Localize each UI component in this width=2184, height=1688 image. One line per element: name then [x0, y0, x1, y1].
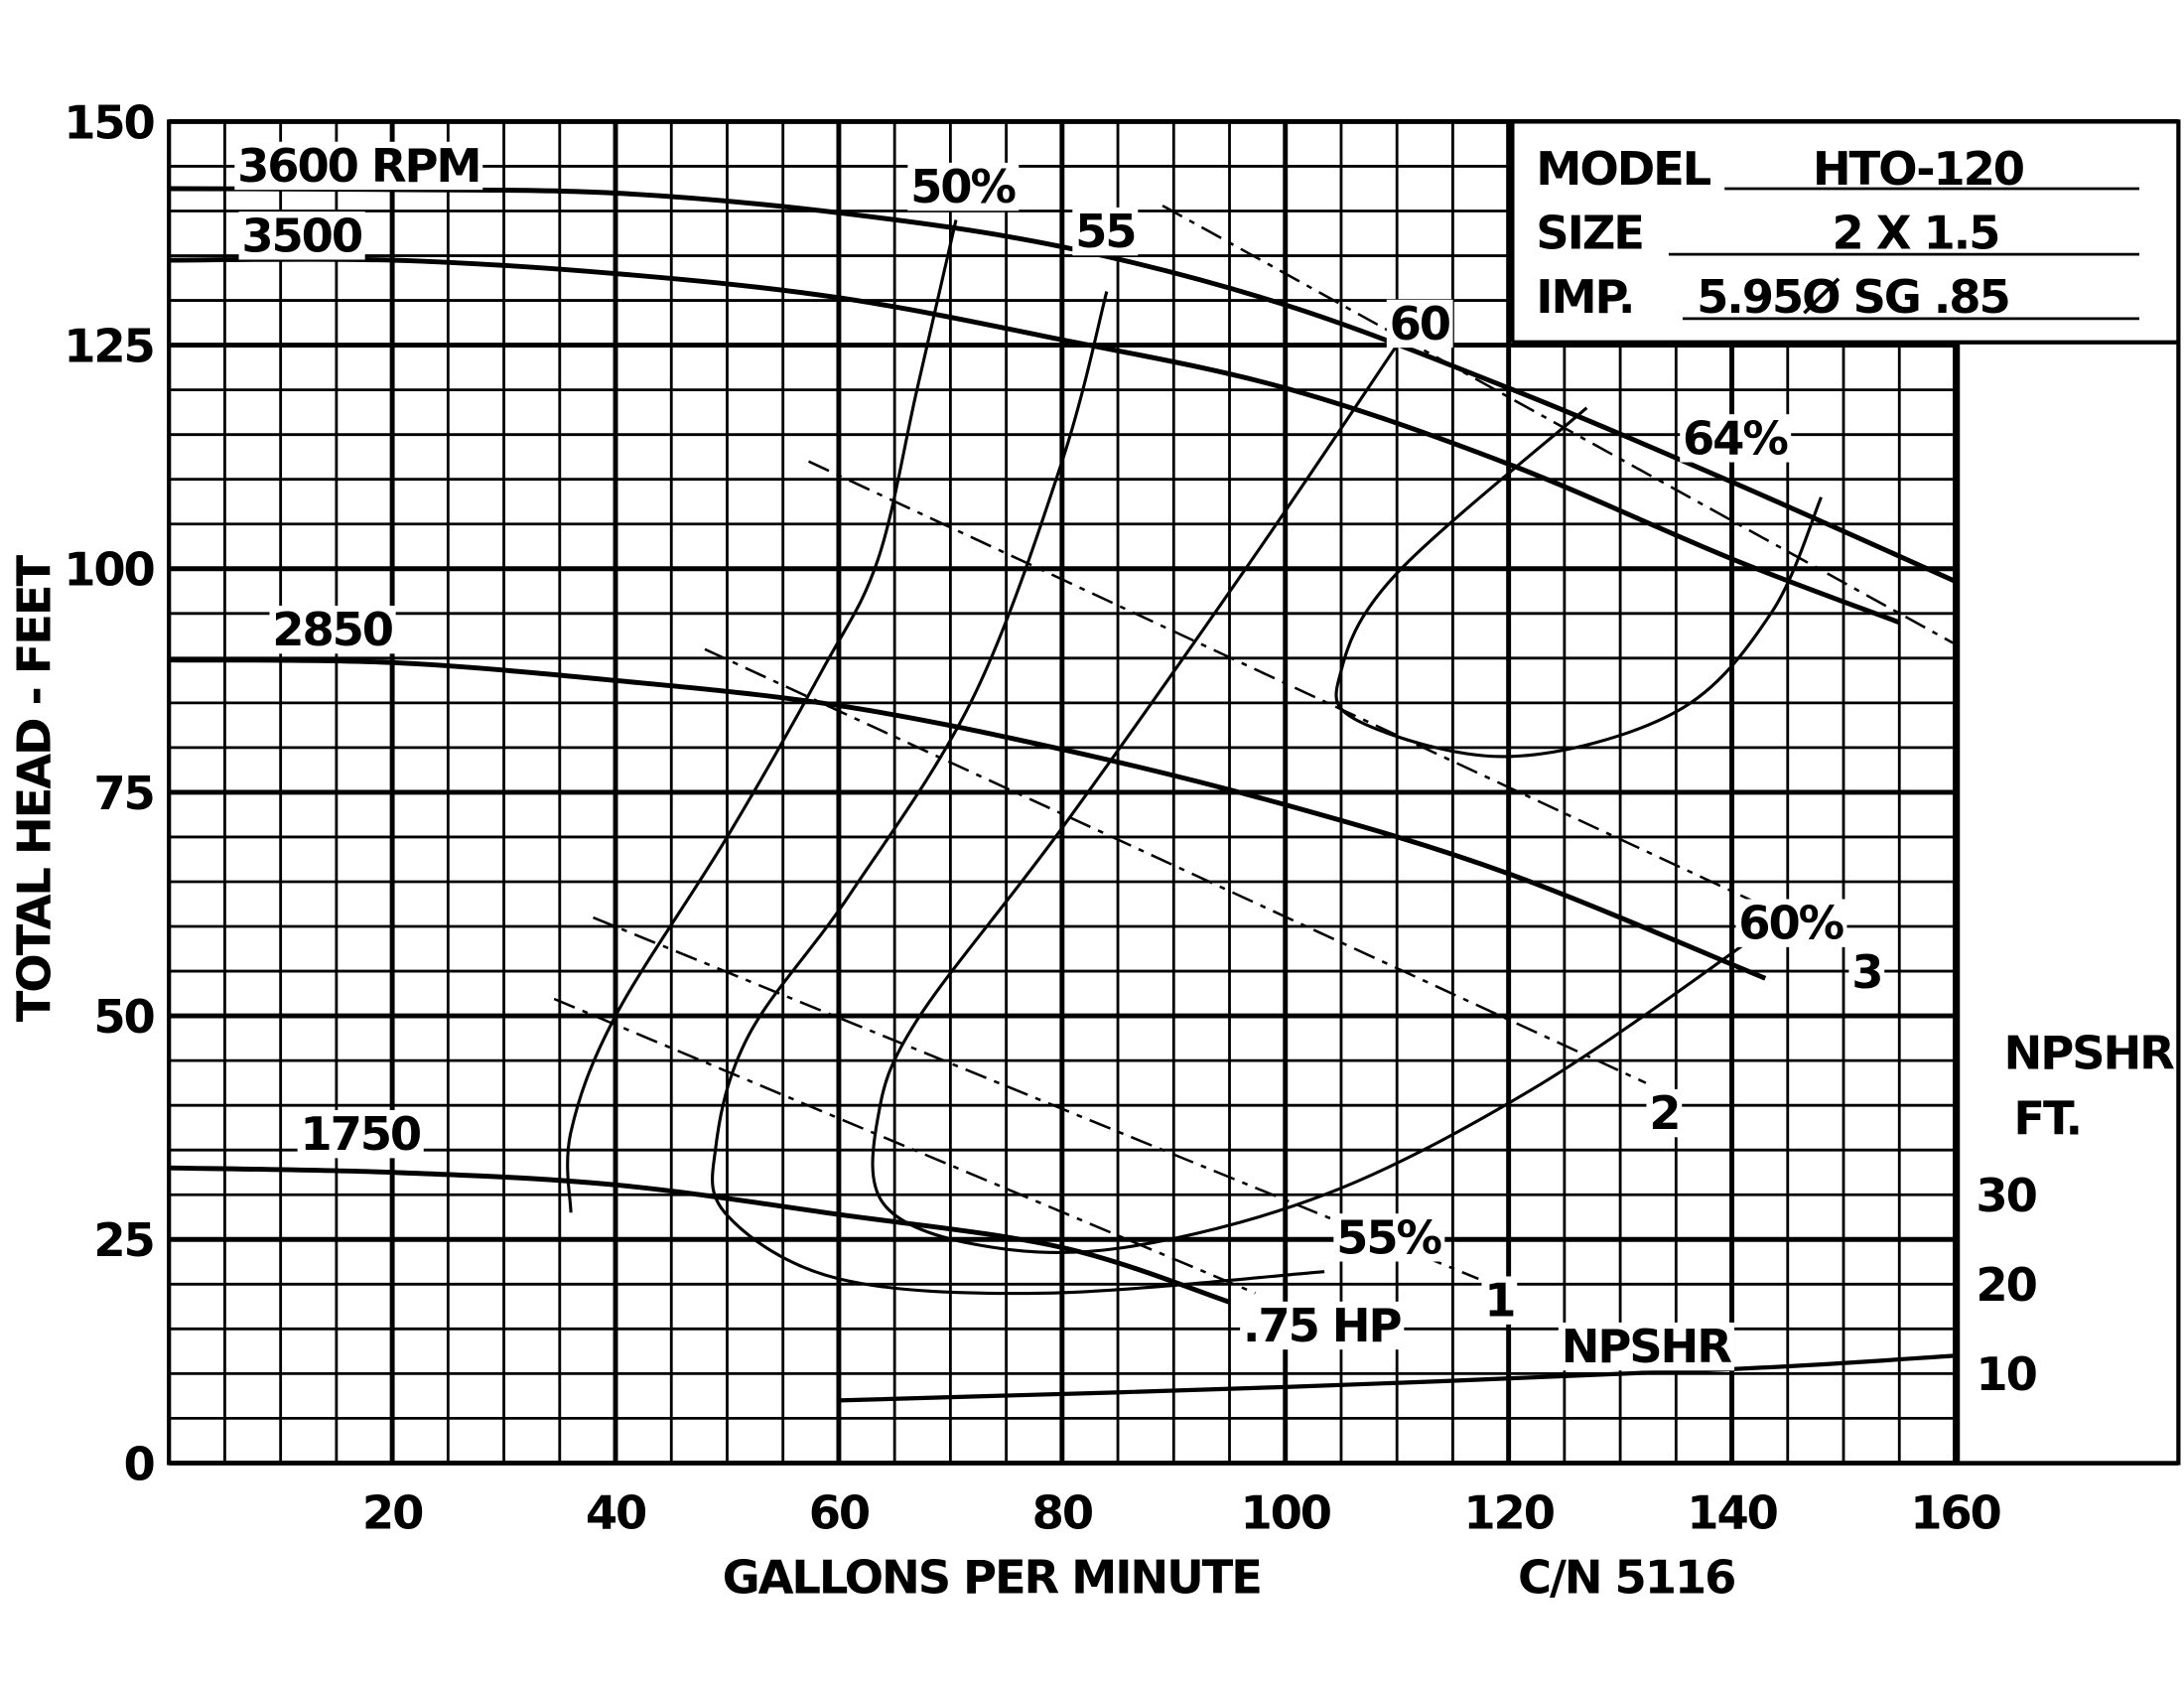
curve-hp	[593, 915, 1479, 1281]
curve-hp	[1161, 204, 1954, 644]
curve-hp	[704, 647, 1647, 1084]
y-tick-label: 75	[93, 767, 153, 820]
label-background	[1333, 1213, 1445, 1262]
curve-npshr	[838, 1353, 1956, 1403]
x-axis-title: GALLONS PER MINUTE	[723, 1550, 1261, 1604]
curve-label: 50%	[910, 160, 1016, 213]
npshr-tick-label: 10	[1976, 1347, 2036, 1401]
curve-eff	[711, 291, 1325, 1296]
curve-label: 2850	[272, 603, 393, 656]
x-tick-label: 60	[809, 1486, 870, 1540]
curves	[169, 186, 1957, 1403]
npshr-tick-label: 20	[1976, 1258, 2036, 1312]
curve-head	[169, 186, 1957, 584]
y-tick-label: 100	[64, 543, 154, 597]
x-tick-label: 80	[1032, 1486, 1093, 1540]
curve-eff	[871, 344, 1755, 1254]
label-background	[1848, 947, 1885, 997]
x-tick-label: 120	[1463, 1486, 1554, 1540]
label-background	[1680, 414, 1792, 463]
model-label: MODEL	[1536, 142, 1710, 196]
npshr-title: NPSHR	[2004, 1027, 2175, 1080]
model-box: MODEL SIZE IMP. HTO-120 2 X 1.5 5.95Ø SG…	[1510, 121, 2179, 1464]
x-tick-label: 100	[1240, 1486, 1330, 1540]
npshr-unit: FT.	[2013, 1092, 2081, 1146]
model-value: HTO-120	[1813, 142, 2024, 196]
y-tick-label: 125	[64, 319, 154, 372]
curve-head	[169, 1165, 1231, 1305]
label-background	[1240, 1301, 1405, 1350]
y-tick-label: 150	[64, 95, 154, 149]
curve-label: 1	[1484, 1274, 1514, 1328]
curve-label: 3600 RPM	[237, 139, 479, 193]
x-tick-label: 160	[1910, 1486, 2000, 1540]
model-box-bg	[1512, 121, 2179, 343]
curve-label: 64%	[1683, 411, 1788, 465]
curve-label: .75 HP	[1243, 1299, 1402, 1352]
model-value: 5.95Ø SG .85	[1697, 270, 2009, 324]
code: C/N 5116	[1518, 1550, 1734, 1604]
curve-label: 55%	[1336, 1210, 1441, 1264]
label-background	[1386, 299, 1453, 349]
curve-label: 3	[1851, 945, 1881, 999]
label-background	[1646, 1088, 1683, 1138]
label-background	[1558, 1322, 1735, 1371]
label-background	[1735, 899, 1847, 947]
y-tick-label: 50	[93, 990, 154, 1044]
curve-label: 3500	[241, 209, 362, 262]
model-value: 2 X 1.5	[1833, 206, 1999, 259]
curve-hp	[553, 997, 1256, 1295]
curve-label: 60%	[1738, 897, 1843, 950]
label-background	[297, 1110, 424, 1159]
curve-label: 55	[1075, 205, 1135, 258]
npshr-panel-bg	[1958, 342, 2179, 1464]
y-axis-title: TOTAL HEAD - FEET	[8, 555, 62, 1023]
y-tick-label: 25	[93, 1213, 153, 1267]
plot-frame	[167, 119, 2181, 1466]
curve-eff	[566, 219, 958, 1213]
x-tick-label: 20	[362, 1486, 423, 1540]
model-label: SIZE	[1536, 206, 1643, 259]
curve-label: 60	[1390, 297, 1450, 351]
label-background	[1481, 1276, 1518, 1325]
label-background	[234, 141, 483, 191]
label-background	[1072, 207, 1139, 256]
label-background	[907, 162, 1020, 211]
label-background	[269, 605, 396, 654]
x-tick-label: 140	[1687, 1486, 1777, 1540]
npshr-tick-label: 30	[1976, 1169, 2036, 1222]
model-label: IMP.	[1536, 270, 1633, 324]
curve-head	[169, 256, 1901, 626]
curve-eff	[1334, 406, 1823, 759]
curve-label: NPSHR	[1562, 1320, 1732, 1373]
curve-label: 2	[1649, 1086, 1679, 1140]
curve-label: 1750	[300, 1107, 421, 1161]
x-tick-label: 40	[586, 1486, 646, 1540]
curve-hp	[808, 460, 1828, 937]
y-tick-label: 0	[124, 1437, 155, 1490]
label-background	[238, 211, 365, 260]
